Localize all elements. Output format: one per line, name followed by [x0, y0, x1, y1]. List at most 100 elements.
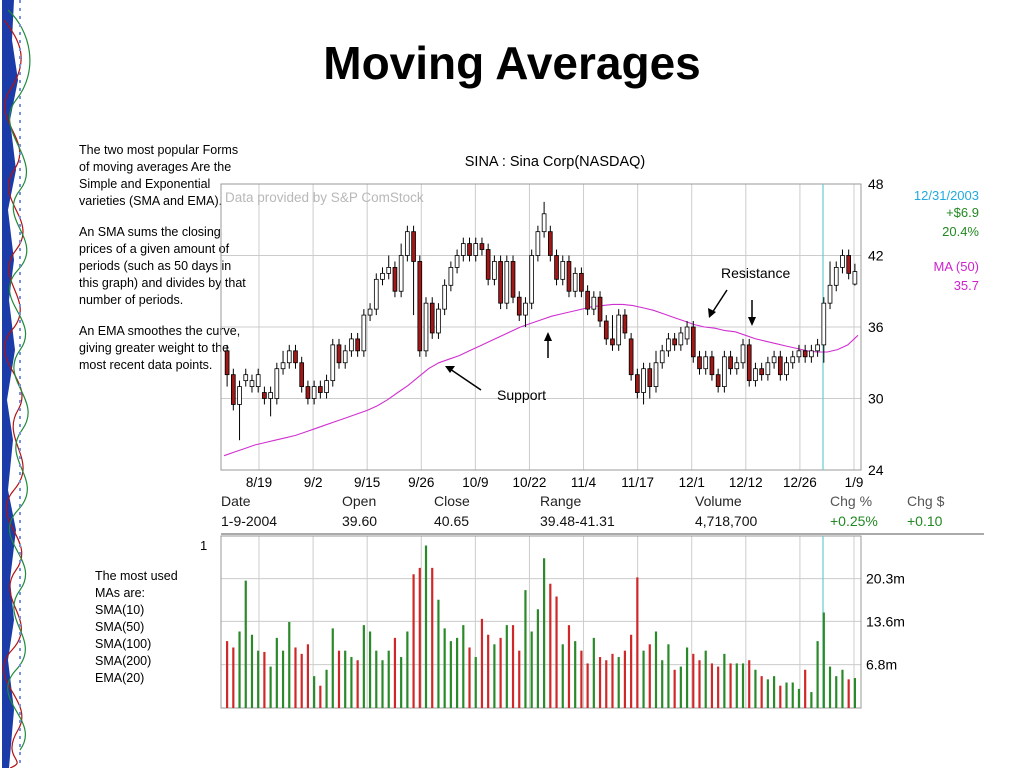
volume-panel-label: 1 — [200, 538, 207, 553]
resistance-arrow — [708, 289, 728, 318]
candle — [566, 255, 572, 298]
candle — [796, 344, 802, 363]
x-tick-label: 8/19 — [246, 475, 272, 490]
candle — [715, 368, 721, 393]
info-value: 39.60 — [342, 513, 377, 529]
y-tick-label: 42 — [868, 248, 884, 264]
candle — [597, 291, 603, 327]
used-ma-item: EMA(20) — [95, 671, 145, 685]
y-tick-labels: 48 42 36 30 24 — [868, 176, 884, 478]
candle — [262, 386, 267, 405]
candle — [479, 237, 485, 256]
support-arrow — [445, 366, 482, 391]
candle — [809, 344, 814, 363]
candle — [380, 267, 385, 286]
ma-value: 35.7 — [954, 278, 979, 293]
y-tick-label: 36 — [868, 319, 884, 335]
change-pct: 20.4% — [942, 224, 979, 239]
candle — [572, 267, 578, 298]
candle — [268, 386, 273, 417]
candle — [790, 350, 796, 369]
candle — [330, 338, 336, 387]
x-tick-labels: 8/19 9/2 9/15 9/26 10/9 10/22 11/4 11/17 12/1 12/… — [246, 475, 864, 490]
resistance-label: Resistance — [721, 265, 790, 281]
volume-tick-labels: 20.3m 13.6m 6.8m — [866, 571, 905, 673]
candle — [840, 249, 845, 274]
candle — [833, 261, 839, 292]
candle — [411, 225, 416, 316]
info-value: +0.10 — [907, 513, 943, 529]
candle — [821, 297, 827, 363]
info-header: Volume — [695, 493, 742, 509]
x-tick-label: 1/9 — [845, 475, 864, 490]
candle — [423, 297, 429, 357]
info-value: 40.65 — [434, 513, 469, 529]
x-tick-label: 12/1 — [679, 475, 705, 490]
candle — [777, 350, 783, 381]
candle — [560, 255, 566, 286]
candle — [367, 303, 373, 322]
volume-grid — [221, 536, 861, 708]
notes-paragraph-1: The two most popular Forms of moving ave… — [79, 143, 239, 208]
info-header: Close — [434, 493, 470, 509]
candle — [610, 315, 615, 351]
candle — [765, 356, 771, 381]
candle — [746, 338, 752, 387]
candle — [467, 237, 472, 262]
candle — [448, 261, 454, 292]
decorative-border — [0, 0, 31, 768]
candles-layer — [224, 201, 858, 441]
data-watermark: Data provided by S&P ComStock — [225, 190, 424, 205]
candle — [237, 380, 242, 441]
candle — [318, 380, 323, 399]
candle — [603, 315, 609, 345]
candle — [398, 243, 404, 298]
candle — [442, 279, 447, 316]
used-ma-item: SMA(50) — [95, 620, 145, 634]
candle — [510, 255, 516, 304]
candle — [436, 303, 441, 339]
info-header: Range — [540, 493, 581, 509]
info-row-values: 1-9-2004 39.60 40.65 39.48-41.31 4,718,700 +0… — [221, 513, 943, 529]
x-tick-label: 11/17 — [621, 475, 654, 490]
candle — [591, 291, 597, 316]
y-tick-label: 48 — [868, 176, 884, 192]
x-tick-label: 10/9 — [462, 475, 488, 490]
candle — [355, 332, 360, 357]
info-header: Date — [221, 493, 251, 509]
info-value: +0.25% — [830, 513, 878, 529]
resistance-arrow — [748, 300, 756, 326]
candle — [336, 338, 342, 369]
candle — [622, 309, 628, 339]
notes-paragraph-2: An SMA sums the closing prices of a give… — [79, 225, 246, 307]
candle — [585, 285, 590, 316]
x-tick-label: 11/4 — [571, 475, 597, 490]
candle — [703, 350, 709, 375]
info-value: 4,718,700 — [695, 513, 757, 529]
used-mas-title: The most used MAs are: — [95, 569, 178, 600]
candle — [653, 350, 659, 393]
last-date: 12/31/2003 — [914, 188, 979, 203]
info-header: Chg $ — [907, 493, 945, 509]
x-tick-label: 12/26 — [783, 475, 817, 490]
price-panel-frame — [220, 183, 862, 471]
candle — [373, 273, 379, 316]
candle — [753, 362, 758, 387]
candle — [249, 374, 255, 393]
candle — [678, 327, 684, 351]
candle — [728, 350, 733, 375]
candle — [852, 263, 858, 286]
candle — [802, 344, 808, 363]
y-tick-label: 24 — [868, 462, 884, 478]
info-row-headers: Date Open Close Range Volume Chg % Chg $ — [221, 493, 945, 509]
candle — [243, 368, 249, 387]
info-value: 39.48-41.31 — [540, 513, 615, 529]
candle — [280, 350, 286, 375]
volume-tick-label: 6.8m — [866, 657, 897, 673]
support-arrow — [544, 332, 552, 358]
ma-label: MA (50) — [933, 259, 979, 274]
candle — [454, 249, 460, 274]
candle — [417, 255, 423, 357]
candle — [734, 356, 740, 375]
candle — [361, 309, 367, 357]
